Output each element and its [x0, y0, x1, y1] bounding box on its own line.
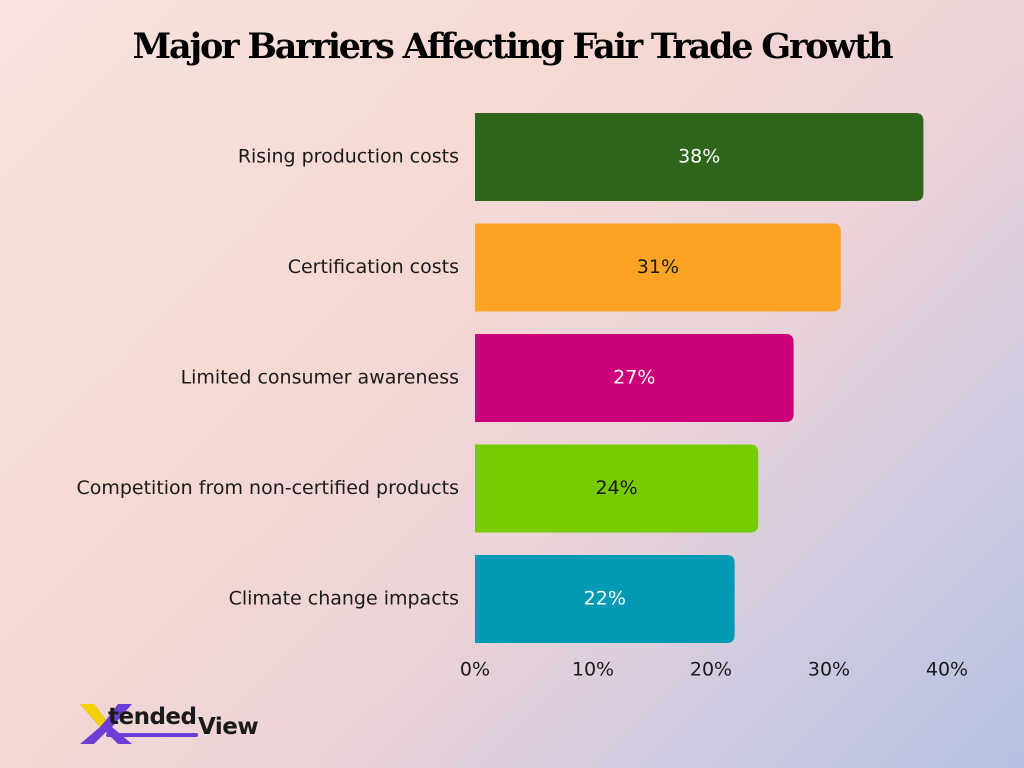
xtendedview-logo: tended View: [78, 700, 278, 748]
bar-value-label: 27%: [613, 367, 655, 389]
category-label: Rising production costs: [238, 146, 459, 168]
bar: [475, 444, 759, 533]
logo-word-tended: tended: [108, 704, 197, 730]
bar-value-label: 38%: [678, 146, 720, 168]
category-label: Certification costs: [288, 256, 459, 278]
x-tick-label: 40%: [926, 659, 968, 681]
x-tick-label: 30%: [808, 659, 850, 681]
bar-value-label: 22%: [584, 588, 626, 610]
bar-value-label: 24%: [595, 477, 637, 499]
logo-underline: [106, 733, 198, 737]
bar: [475, 223, 841, 312]
category-label: Competition from non-certified products: [76, 477, 459, 499]
category-label: Limited consumer awareness: [181, 367, 459, 389]
chart-title: Major Barriers Affecting Fair Trade Grow…: [132, 26, 894, 67]
x-tick-label: 10%: [572, 659, 614, 681]
category-label: Climate change impacts: [229, 588, 459, 610]
x-tick-label: 20%: [690, 659, 732, 681]
logo-word-view: View: [198, 714, 259, 740]
x-tick-label: 0%: [460, 659, 490, 681]
bar-chart: Rising production costs 38% Certification …: [76, 113, 968, 681]
bar-value-label: 31%: [637, 256, 679, 278]
bar: [475, 555, 735, 643]
bar: [475, 334, 794, 422]
bar: [475, 113, 924, 201]
